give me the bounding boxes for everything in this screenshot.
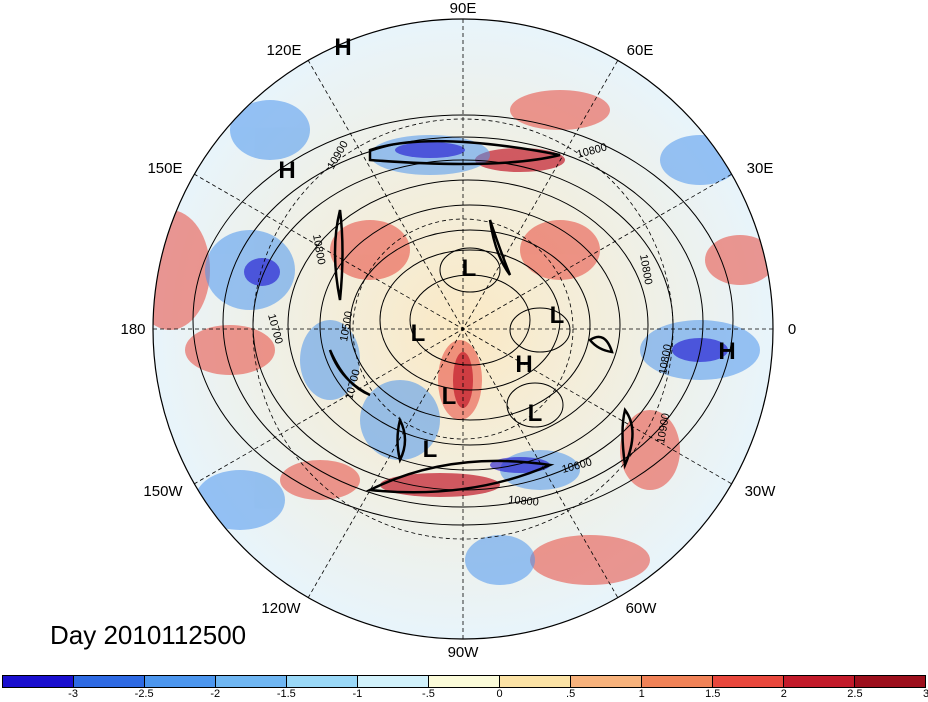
colorbar-cell <box>429 676 500 687</box>
colorbar-cell <box>571 676 642 687</box>
colorbar-tick-label: 3 <box>922 688 928 700</box>
colorbar-tick-label: 1.5 <box>705 688 721 700</box>
colorbar-cell <box>3 676 74 687</box>
lon-label-0: 0 <box>788 321 796 338</box>
lon-label-60e: 60E <box>627 42 654 59</box>
colorbar-tick-label: -2.5 <box>134 688 154 700</box>
lon-label-30w: 30W <box>745 483 777 500</box>
lon-label-180: 180 <box>120 321 145 338</box>
colorbar-tick-label: -2 <box>210 688 221 700</box>
low-center: L <box>423 436 438 463</box>
colorbar-cell <box>216 676 287 687</box>
contour-label: 10900 <box>655 412 672 444</box>
colorbar-tick-label: -1.5 <box>276 688 296 700</box>
low-center: L <box>528 400 543 427</box>
high-center: H <box>515 351 532 378</box>
lon-label-90e: 90E <box>450 0 477 17</box>
contour-label: 10800 <box>508 494 540 509</box>
colorbar-tick-label: -.5 <box>422 688 435 700</box>
lon-label-120e: 120E <box>266 42 301 59</box>
colorbar-tick-label: -3 <box>68 688 78 700</box>
date-title: Day 2010112500 <box>50 620 247 650</box>
colorbar-cell <box>642 676 713 687</box>
colorbar-tick-label: 2.5 <box>847 688 863 700</box>
graticule <box>153 19 773 639</box>
lon-label-60w: 60W <box>626 600 658 617</box>
colorbar-cell <box>287 676 358 687</box>
colorbar-tick-label: .5 <box>566 688 576 700</box>
lon-label-150e: 150E <box>147 160 182 177</box>
contour-label: 10800 <box>657 343 674 375</box>
pressure-centers: H H L L L H L L L H <box>278 34 735 463</box>
colorbar-cell <box>74 676 145 687</box>
colorbar-cell <box>784 676 855 687</box>
low-center: L <box>442 383 457 410</box>
lon-label-90w: 90W <box>448 644 480 661</box>
high-center: H <box>334 34 351 61</box>
colorbar-cell <box>358 676 429 687</box>
colorbar-cell <box>145 676 216 687</box>
colorbar-tick-label: -1 <box>352 688 363 700</box>
colorbar-cell <box>713 676 784 687</box>
colorbar-tick-label: 0 <box>496 688 503 700</box>
low-center: L <box>411 320 426 347</box>
contour-label: 10800 <box>310 233 327 265</box>
high-center: H <box>278 157 295 184</box>
lon-label-30e: 30E <box>747 160 774 177</box>
colorbar-cell <box>855 676 925 687</box>
low-center: L <box>550 302 565 329</box>
lon-label-120w: 120W <box>261 600 301 617</box>
high-center: H <box>718 338 735 365</box>
jet-contours <box>328 139 634 494</box>
low-center: L <box>462 255 477 282</box>
colorbar-tick-label: 2 <box>780 688 787 700</box>
colorbar-tick-labels: -3 -2.5 -2 -1.5 -1 -.5 0 .5 1 1.5 2 2.5 3 <box>2 688 928 702</box>
colorbar <box>2 675 926 688</box>
longitude-labels: 90E 120E 60E 150E 30E 180 0 150W 30W 120… <box>120 0 796 661</box>
lon-label-150w: 150W <box>143 483 183 500</box>
contour-label: 10500 <box>338 310 355 342</box>
colorbar-cell <box>500 676 571 687</box>
colorbar-tick-label: 1 <box>638 688 645 700</box>
contour-label: 10800 <box>637 253 654 285</box>
